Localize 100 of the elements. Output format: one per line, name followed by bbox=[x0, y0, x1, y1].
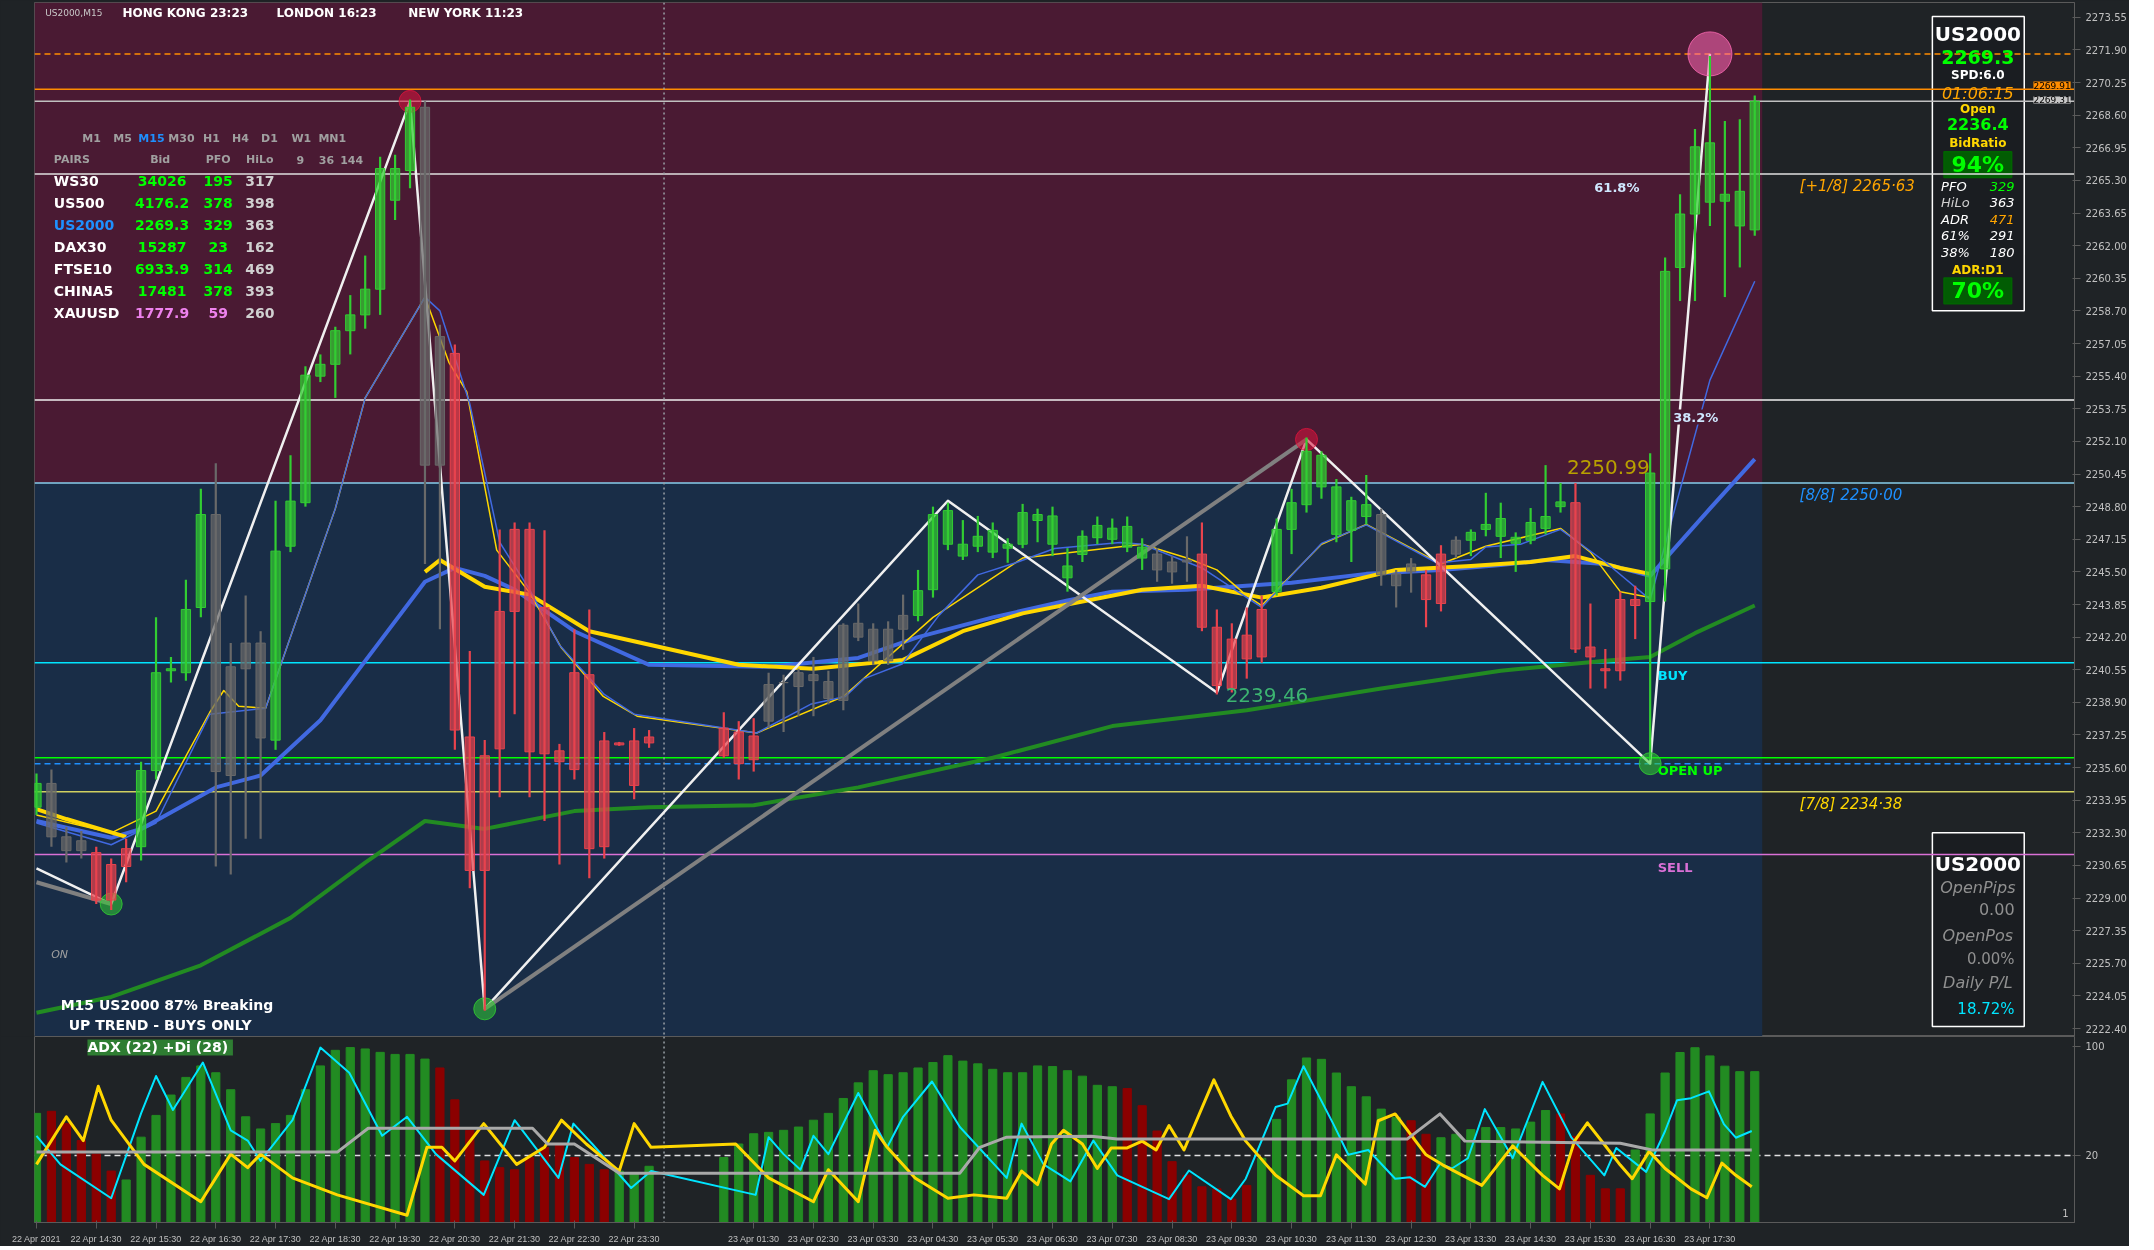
bar bbox=[928, 1061, 938, 1223]
line-series bbox=[34, 1078, 1754, 1217]
annotation: ADR:D1 bbox=[1952, 262, 2004, 277]
x-tick-label: 23 Apr 17:30 bbox=[1684, 1233, 1736, 1244]
annotation: XAUUSD bbox=[53, 304, 120, 321]
x-tick-label: 23 Apr 06:30 bbox=[1026, 1233, 1078, 1244]
y-tick-label: 2273.55 bbox=[2085, 12, 2127, 24]
annotation: M30 bbox=[168, 132, 195, 146]
x-tick-label: 23 Apr 16:30 bbox=[1624, 1233, 1676, 1244]
y-tick-label: 2242.20 bbox=[2085, 632, 2127, 644]
candlestick bbox=[1495, 501, 1506, 560]
bar bbox=[1750, 1071, 1760, 1223]
bar bbox=[1585, 1174, 1596, 1223]
x-tick-label: 23 Apr 04:30 bbox=[907, 1233, 959, 1244]
x-tick-label: 23 Apr 08:30 bbox=[1146, 1233, 1198, 1244]
line-series bbox=[34, 1112, 1754, 1175]
candlestick bbox=[1719, 120, 1730, 299]
y-tick-label: 2270.25 bbox=[2085, 77, 2127, 89]
annotation: 162 bbox=[245, 239, 275, 256]
x-tick-label: 22 Apr 19:30 bbox=[369, 1233, 421, 1244]
bar bbox=[614, 1170, 624, 1223]
bar bbox=[300, 1089, 311, 1223]
candlestick bbox=[1122, 515, 1133, 554]
annotation: [+1/8] 2265·63 bbox=[1799, 176, 1915, 195]
candlestick bbox=[315, 353, 326, 384]
annotation: 9 bbox=[296, 153, 305, 167]
bar bbox=[1451, 1133, 1461, 1223]
bar bbox=[644, 1165, 654, 1223]
annotation: 38% bbox=[1941, 244, 1970, 260]
annotation: 363 bbox=[245, 217, 275, 234]
y-tick-label: 2230.65 bbox=[2085, 860, 2127, 872]
x-tick-label: 23 Apr 11:30 bbox=[1325, 1233, 1377, 1244]
annotation: OpenPips bbox=[1940, 877, 2016, 897]
x-tick-label: 23 Apr 12:30 bbox=[1385, 1233, 1437, 1244]
annotation: PFO bbox=[205, 153, 231, 167]
x-tick-label: 23 Apr 07:30 bbox=[1086, 1233, 1138, 1244]
bar bbox=[898, 1072, 908, 1223]
bar bbox=[1062, 1070, 1073, 1223]
annotation: NEW YORK 11:23 bbox=[408, 6, 524, 21]
bar bbox=[1167, 1161, 1177, 1223]
bar bbox=[1526, 1121, 1536, 1223]
bar bbox=[151, 1114, 161, 1223]
y-tick-label: 100 bbox=[2085, 1041, 2105, 1053]
annotation: PAIRS bbox=[53, 153, 90, 167]
annotation: HiLo bbox=[246, 153, 274, 167]
bar bbox=[495, 1167, 505, 1223]
annotation: HONG KONG 23:23 bbox=[122, 6, 249, 21]
candlestick bbox=[1361, 473, 1372, 526]
point bbox=[473, 997, 497, 1021]
candlestick bbox=[808, 655, 819, 718]
annotation: US500 bbox=[53, 195, 105, 212]
candlestick bbox=[1137, 537, 1148, 572]
candlestick bbox=[240, 594, 251, 840]
bar bbox=[330, 1049, 340, 1223]
bar bbox=[958, 1060, 968, 1223]
y-tick-label: 2247.15 bbox=[2085, 534, 2127, 546]
x-tick-label: 22 Apr 16:30 bbox=[190, 1233, 242, 1244]
annotation: FTSE10 bbox=[53, 260, 113, 277]
candlestick bbox=[1555, 481, 1566, 514]
bar bbox=[1107, 1086, 1117, 1223]
bar bbox=[1197, 1186, 1207, 1223]
bar bbox=[524, 1157, 535, 1223]
bar bbox=[1122, 1088, 1132, 1223]
bar bbox=[1242, 1184, 1252, 1223]
x-tick-label: 22 Apr 15:30 bbox=[130, 1233, 182, 1244]
annotation: 34026 bbox=[137, 173, 187, 190]
annotation: US2000 bbox=[1934, 22, 2021, 47]
y-tick-label: 2263.65 bbox=[2085, 208, 2127, 220]
annotation: M15 bbox=[138, 132, 165, 146]
bar bbox=[1077, 1075, 1087, 1223]
annotation: M15 US2000 87% Breaking bbox=[60, 996, 274, 1013]
annotation: PFO bbox=[1941, 178, 1967, 194]
annotation: Daily P/L bbox=[1943, 973, 2013, 993]
candlestick bbox=[1092, 515, 1103, 546]
candlestick bbox=[1181, 535, 1193, 583]
bar bbox=[1272, 1118, 1282, 1223]
y-tick-label: 2243.85 bbox=[2085, 599, 2127, 611]
annotation: 180 bbox=[1989, 244, 2015, 260]
y-tick-label: 2224.05 bbox=[2085, 990, 2127, 1002]
annotation: 18.72% bbox=[1957, 999, 2015, 1018]
y-tick-label: 2268.60 bbox=[2085, 110, 2127, 122]
bar bbox=[480, 1160, 490, 1223]
bar bbox=[121, 1179, 131, 1223]
annotation: UP TREND - BUYS ONLY bbox=[68, 1016, 253, 1033]
annotation: 61% bbox=[1941, 228, 1970, 244]
annotation: 317 bbox=[245, 173, 275, 190]
annotation: 398 bbox=[245, 195, 275, 212]
annotation: 1777.9 bbox=[135, 304, 190, 321]
y-tick-label: 2252.10 bbox=[2085, 436, 2127, 448]
bar bbox=[106, 1170, 116, 1223]
annotation: 38.2% bbox=[1673, 409, 1719, 425]
x-tick-label: 22 Apr 22:30 bbox=[548, 1233, 600, 1244]
candlestick bbox=[121, 837, 132, 884]
bar bbox=[420, 1058, 430, 1223]
annotation: SPD:6.0 bbox=[1951, 68, 2005, 83]
annotation: D1 bbox=[261, 132, 278, 146]
annotation: H4 bbox=[232, 132, 250, 146]
candlestick bbox=[1241, 606, 1252, 680]
annotation: 291 bbox=[1989, 228, 2015, 244]
annotation: 61.8% bbox=[1594, 179, 1640, 195]
